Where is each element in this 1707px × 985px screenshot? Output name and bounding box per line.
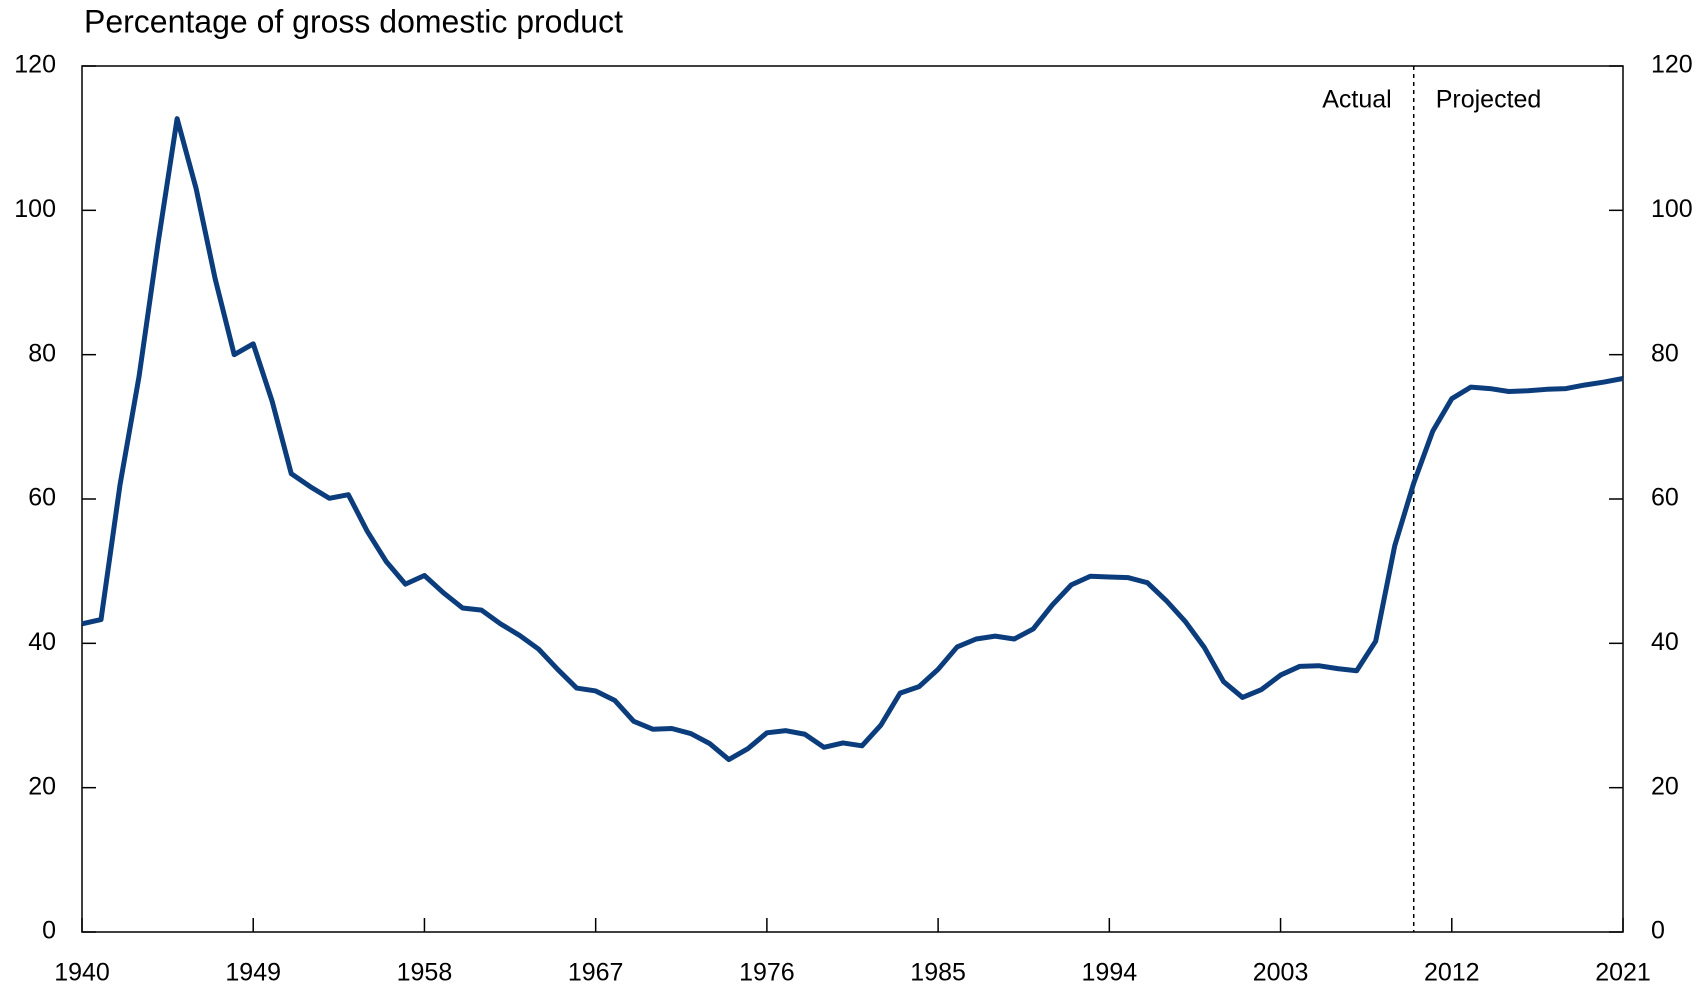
x-tick-label: 1967: [568, 959, 624, 985]
data-line: [81, 116, 1624, 763]
y-tick-label: 80: [28, 339, 56, 367]
chart-title: Percentage of gross domestic product: [84, 3, 623, 39]
y-tick-label: 20: [28, 772, 56, 800]
y2-tick-label: 40: [1651, 628, 1679, 656]
x-tick-label: 1940: [54, 959, 110, 985]
y2-tick-label: 120: [1651, 51, 1693, 79]
x-tick-label: 2003: [1253, 959, 1309, 985]
y2-tick-label: 20: [1651, 772, 1679, 800]
y2-tick-label: 0: [1651, 917, 1665, 945]
y-tick-label: 60: [28, 484, 56, 512]
x-tick-label: 2012: [1424, 959, 1480, 985]
y-tick-label: 120: [14, 51, 56, 79]
plot-frame: [81, 65, 1624, 933]
x-tick-label: 2021: [1595, 959, 1651, 985]
y-tick-label: 100: [14, 195, 56, 223]
x-tick-label: 1976: [739, 959, 795, 985]
x-tick-label: 1949: [225, 959, 281, 985]
y-tick-label: 40: [28, 628, 56, 656]
annotation: Projected: [1436, 86, 1542, 114]
y2-tick-label: 60: [1651, 484, 1679, 512]
y2-tick-label: 80: [1651, 339, 1679, 367]
y-tick-label: 0: [42, 917, 56, 945]
x-tick-label: 1994: [1082, 959, 1138, 985]
y2-tick-label: 100: [1651, 195, 1693, 223]
x-tick-label: 1958: [397, 959, 453, 985]
annotation: Actual: [1322, 86, 1391, 114]
x-tick-label: 1985: [910, 959, 966, 985]
